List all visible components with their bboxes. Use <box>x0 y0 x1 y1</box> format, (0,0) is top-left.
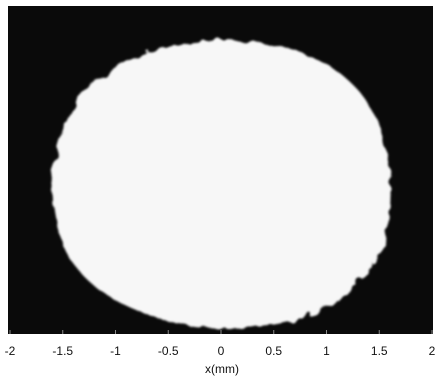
x-tick-label: 1.5 <box>371 344 388 358</box>
x-tick-label: -0.5 <box>158 344 179 358</box>
x-tick-label: -2 <box>5 344 16 358</box>
x-tick-label: 0.5 <box>265 344 282 358</box>
chart: x(mm) -2 -1.5 -1 -0.5 0 0.5 1 1.5 2 <box>0 0 438 381</box>
x-tick-label: -1 <box>110 344 121 358</box>
x-axis-label: x(mm) <box>205 362 239 376</box>
x-tick-label: 1 <box>323 344 330 358</box>
x-tick-label: 0 <box>218 344 225 358</box>
x-tick-label: -1.5 <box>52 344 73 358</box>
beam-spot <box>52 40 391 328</box>
x-tick-label: 2 <box>429 344 436 358</box>
